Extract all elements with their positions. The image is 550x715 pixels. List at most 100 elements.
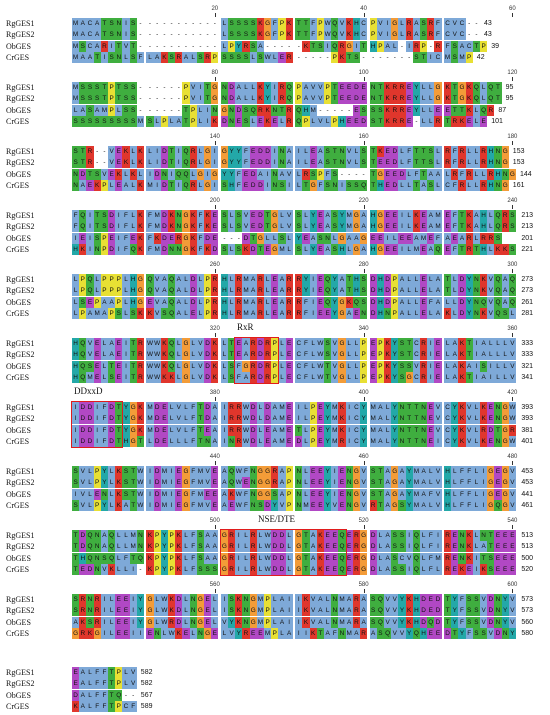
- residue-cell: H: [487, 157, 495, 169]
- residue-cell: S: [295, 221, 303, 233]
- residue-cell: F: [196, 221, 204, 233]
- alignment-gap: -: [340, 170, 344, 178]
- residue-cell: P: [93, 466, 101, 477]
- residue-cell: G: [264, 29, 272, 41]
- residue-cell: L: [175, 338, 183, 349]
- residue-cell: V: [487, 285, 495, 297]
- residue-cell: A: [420, 466, 428, 477]
- residue-cell: L: [196, 307, 204, 319]
- residue-cell: L: [182, 402, 190, 413]
- residue-cell: S: [115, 307, 123, 319]
- residue-cell: L: [405, 243, 413, 255]
- alignment-block: 200 220 240 RgGES1 F Q I T S D I F L K F M D K N G K F K E S L S V E…: [0, 198, 550, 258]
- residue-cell: Y: [338, 210, 346, 221]
- residue-cell: S: [79, 93, 87, 105]
- residue-cell: N: [175, 243, 183, 255]
- residue-cell: G: [220, 157, 228, 169]
- residue-cell: T: [444, 594, 452, 605]
- residue-cell: K: [465, 552, 473, 564]
- residue-cell: V: [316, 115, 324, 127]
- residue-cell: R: [420, 371, 428, 383]
- residue-cell: E: [427, 413, 435, 425]
- residue-cell: A: [256, 168, 264, 180]
- ruler-tick: [363, 141, 365, 145]
- sequence-end-position: 273: [521, 276, 534, 283]
- residue-cell: L: [129, 179, 137, 191]
- residue-cell: L: [472, 157, 480, 169]
- residue-cell: S: [398, 530, 406, 541]
- residue-cell: E: [86, 296, 94, 308]
- residue-cell: L: [405, 307, 413, 319]
- ruler-tick: [512, 77, 514, 81]
- residue-cell: S: [228, 594, 236, 605]
- residue-cell: S: [398, 371, 406, 383]
- residue-cell: Q: [331, 40, 339, 52]
- residue-cell: L: [93, 274, 101, 285]
- residue-cell: K: [160, 371, 168, 383]
- residue-cell: E: [384, 168, 392, 180]
- residue-cell: P: [115, 274, 123, 285]
- residue-cell: S: [129, 104, 137, 116]
- residue-cell: S: [72, 146, 80, 157]
- residue-cell: T: [444, 115, 452, 127]
- residue-cell: R: [189, 157, 197, 169]
- residue-cell: N: [472, 285, 480, 297]
- residue-cell: K: [480, 274, 488, 285]
- residue-cell: E: [345, 563, 353, 575]
- residue-cell: F: [100, 413, 108, 425]
- residue-cell: M: [412, 488, 420, 500]
- ruler-position-label: 200: [209, 198, 220, 204]
- residue-cell: L: [302, 413, 310, 425]
- residue-cell: A: [451, 371, 459, 383]
- residue-cell: S: [235, 51, 243, 63]
- residue-cell: M: [412, 499, 420, 511]
- residue-cell: K: [168, 605, 176, 617]
- residue-cell: E: [316, 402, 324, 413]
- residue-cell: W: [316, 360, 324, 372]
- residue-cell: D: [264, 146, 272, 157]
- sequence-name: CrGES: [6, 500, 30, 510]
- residue-cell: K: [480, 402, 488, 413]
- residue-cell: V: [309, 605, 317, 617]
- residue-cell: Y: [228, 168, 236, 180]
- residue-cell: N: [295, 499, 303, 511]
- residue-cell: T: [331, 93, 339, 105]
- alignment-gap: -: [297, 53, 300, 61]
- residue-cell: A: [501, 285, 509, 297]
- residue-cell: E: [508, 530, 516, 541]
- residue-cell: S: [129, 18, 137, 29]
- residue-cell: L: [324, 594, 332, 605]
- residue-cell: P: [302, 115, 310, 127]
- residue-cell: L: [189, 51, 197, 63]
- residue-cell: N: [458, 552, 466, 564]
- residue-cell: S: [427, 179, 435, 191]
- sequence-row: RgGES1 I D D I F D T Y G K M D E L V L F T D A I R R W D L D A M E I L P E…: [0, 402, 550, 413]
- residue-cell: L: [100, 360, 108, 372]
- residue-cell: A: [472, 221, 480, 233]
- residue-cell: D: [242, 232, 250, 244]
- residue-cell: A: [235, 93, 243, 105]
- residue-cell: T: [345, 51, 353, 63]
- residue-cell: L: [168, 424, 176, 436]
- residue-cell: F: [122, 210, 130, 221]
- residue-cell: L: [182, 435, 190, 447]
- residue-cell: L: [472, 115, 480, 127]
- residue-cell: S: [376, 627, 384, 639]
- sequence-name: CrGES: [6, 564, 30, 574]
- residue-cell: P: [285, 466, 293, 477]
- residue-cell: V: [508, 499, 516, 511]
- alignment-gap: -: [96, 159, 99, 167]
- residue-cell: K: [204, 243, 212, 255]
- residue-cell: S: [108, 18, 116, 29]
- residue-cell: H: [338, 115, 346, 127]
- residue-cell: L: [72, 104, 80, 116]
- residue-cell: D: [175, 605, 183, 617]
- sequence-end-position: 43: [484, 20, 492, 27]
- residue-cell: D: [153, 466, 161, 477]
- residue-cell: A: [235, 82, 243, 93]
- alignment-gap: -: [326, 106, 329, 114]
- residue-cell: L: [168, 402, 176, 413]
- residue-cell: A: [175, 285, 183, 297]
- residue-cell: K: [480, 563, 488, 575]
- residue-cell: L: [242, 530, 250, 541]
